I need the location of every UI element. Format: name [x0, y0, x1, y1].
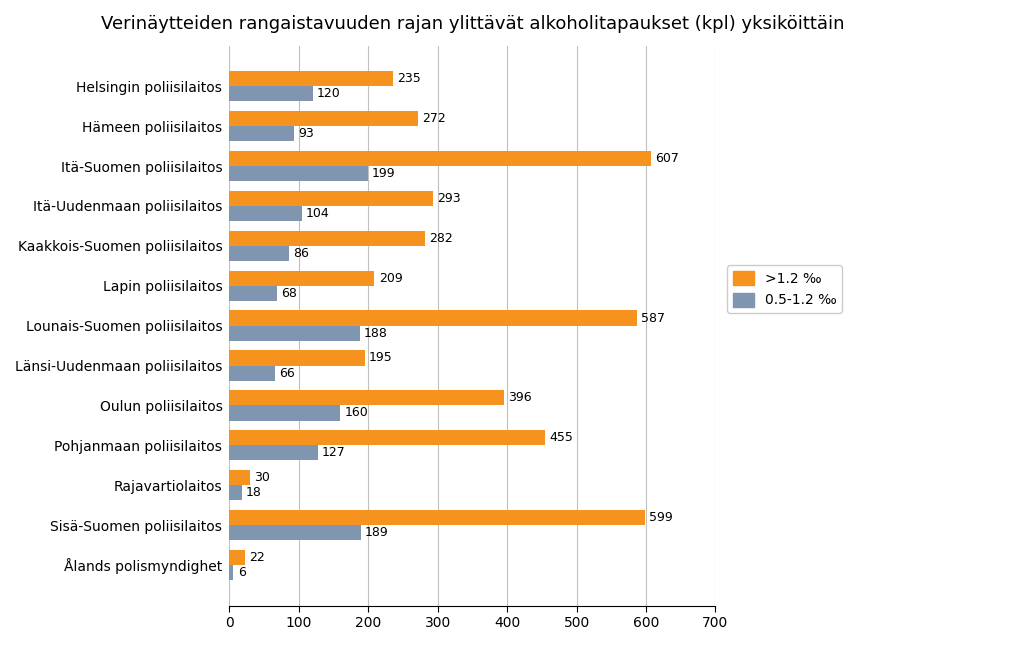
Text: 127: 127 [322, 446, 345, 459]
Bar [229, 445, 317, 461]
Text: 18: 18 [246, 486, 262, 499]
Bar [229, 406, 340, 421]
Text: 587: 587 [641, 312, 666, 324]
Text: 160: 160 [345, 406, 369, 419]
Bar [229, 310, 637, 326]
Text: 599: 599 [649, 511, 673, 524]
Bar [229, 231, 425, 246]
Text: 293: 293 [437, 192, 461, 205]
Bar [229, 86, 312, 101]
Text: 282: 282 [429, 232, 453, 244]
Bar [229, 151, 651, 166]
Bar [229, 470, 250, 485]
Text: 607: 607 [655, 152, 679, 165]
Legend: >1.2 ‰, 0.5-1.2 ‰: >1.2 ‰, 0.5-1.2 ‰ [727, 265, 842, 313]
Bar [229, 485, 242, 501]
Bar [229, 71, 392, 86]
Text: 66: 66 [280, 366, 295, 380]
Text: 189: 189 [365, 526, 388, 539]
Bar [229, 430, 546, 445]
Bar [229, 111, 418, 126]
Text: 68: 68 [281, 287, 297, 300]
Bar [229, 246, 289, 261]
Bar [229, 550, 245, 565]
Text: 235: 235 [396, 72, 421, 85]
Text: 455: 455 [550, 432, 573, 444]
Text: 272: 272 [422, 112, 446, 125]
Bar [229, 326, 359, 341]
Bar [229, 366, 275, 381]
Title: Verinäytteiden rangaistavuuden rajan ylittävät alkoholitapaukset (kpl) yksiköitt: Verinäytteiden rangaistavuuden rajan yli… [100, 15, 844, 33]
Text: 104: 104 [306, 207, 330, 220]
Text: 188: 188 [365, 327, 388, 340]
Bar [229, 510, 645, 525]
Bar [229, 350, 365, 366]
Text: 199: 199 [372, 167, 395, 180]
Bar [229, 206, 301, 221]
Bar [229, 525, 360, 541]
Text: 195: 195 [369, 352, 392, 364]
Text: 396: 396 [509, 392, 532, 404]
Text: 93: 93 [298, 127, 313, 140]
Bar [229, 270, 375, 286]
Bar [229, 286, 276, 301]
Bar [229, 565, 233, 580]
Bar [229, 390, 505, 406]
Bar [229, 191, 433, 206]
Bar [229, 126, 294, 141]
Text: 22: 22 [249, 551, 264, 564]
Text: 30: 30 [254, 471, 270, 484]
Text: 6: 6 [238, 566, 246, 579]
Text: 209: 209 [379, 272, 402, 284]
Text: 120: 120 [316, 87, 341, 101]
Text: 86: 86 [293, 247, 309, 260]
Bar [229, 166, 368, 181]
